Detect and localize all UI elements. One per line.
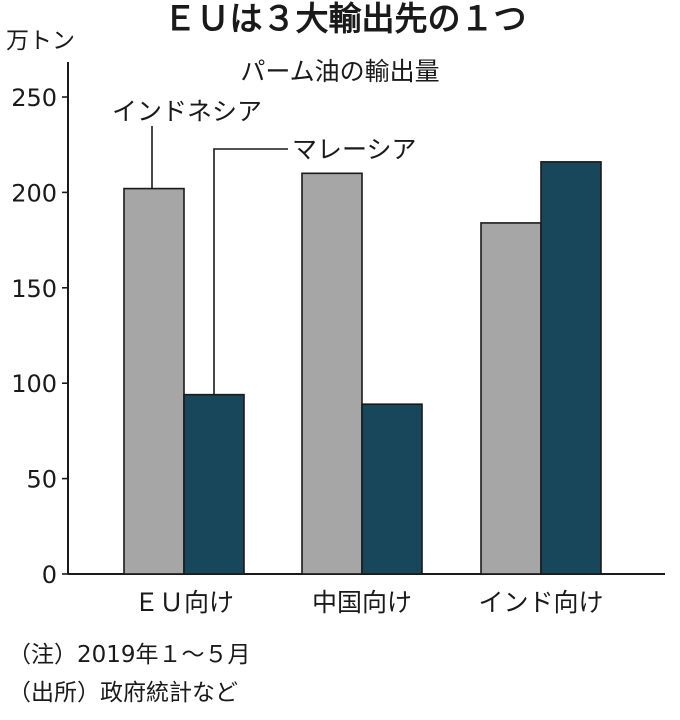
y-tick-label: 50 [26,466,57,494]
bar-malaysia-2 [540,161,602,575]
y-tick-label: 0 [42,561,57,589]
chart-subtitle: パーム油の輸出量 [240,57,439,86]
category-label: 中国向け [312,588,412,617]
note-period: （注）2019年１～５月 [8,642,251,668]
bar-indonesia-0 [123,187,185,575]
category-label: ＥＵ向け [134,588,234,617]
series-label-malaysia: マレーシア [292,135,417,164]
bar-indonesia-2 [480,222,542,575]
y-tick-label: 100 [11,370,57,398]
bar-malaysia-0 [183,393,245,575]
callout-line-malaysia [213,148,288,394]
y-axis-unit: 万トン [6,28,75,54]
y-tick-label: 250 [11,84,57,112]
y-tick-label: 150 [11,275,57,303]
series-label-indonesia: インドネシア [112,97,262,126]
bar-malaysia-1 [361,403,423,575]
note-source: （出所）政府統計など [8,680,238,706]
y-tick-label: 200 [11,179,57,207]
chart-title: ＥＵは３大輸出先の１つ [164,0,527,38]
category-label: インド向け [478,588,603,617]
bar-indonesia-1 [301,172,363,575]
